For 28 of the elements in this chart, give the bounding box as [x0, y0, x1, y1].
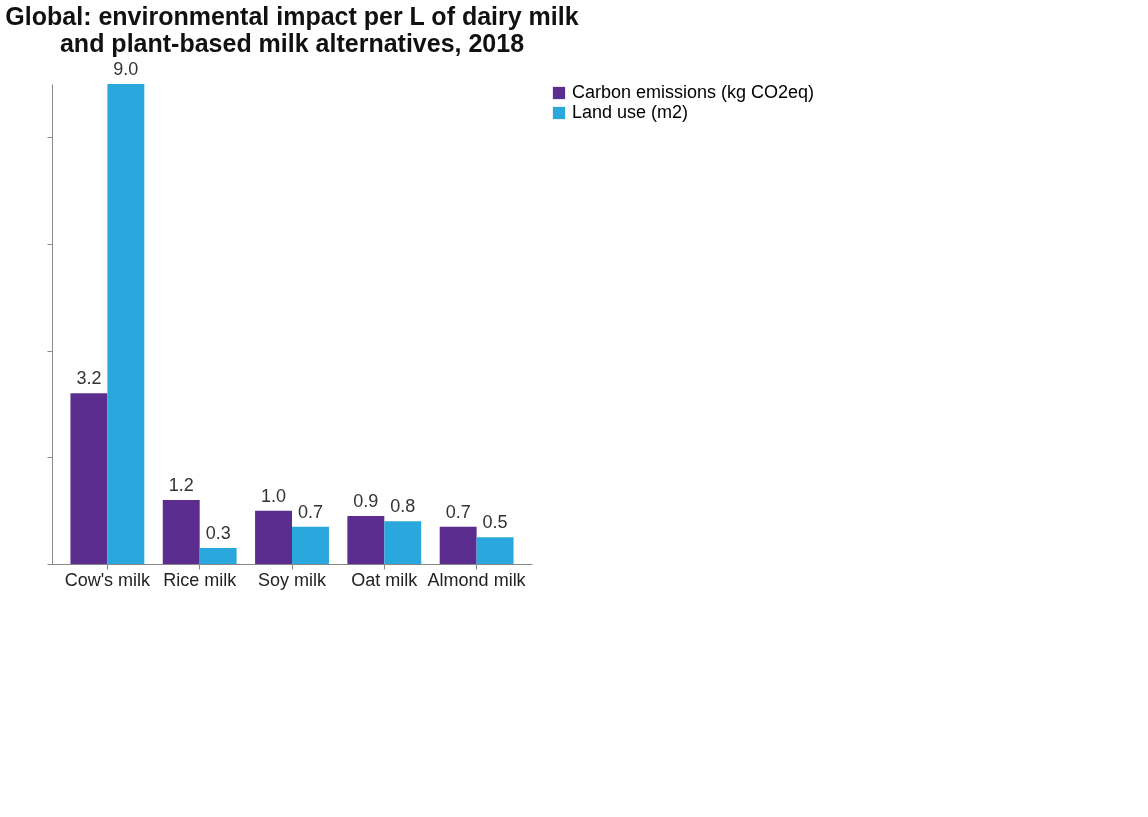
- data-label: 0.3: [205, 523, 231, 543]
- data-label: 1.0: [261, 485, 287, 506]
- bar: [476, 537, 514, 564]
- legend-label: Carbon emissions (kg CO2eq): [572, 82, 815, 102]
- data-label: 0.7: [297, 501, 323, 522]
- bar: [70, 393, 108, 564]
- chart-title: Global: environmental impact per L of dairy milk and plant-based milk alternatives, 2018: [5, 2, 579, 57]
- x-tick-label: Oat milk: [351, 569, 419, 590]
- x-tick-label: Almond milk: [427, 569, 527, 590]
- bar: [199, 548, 237, 564]
- legend-label: Land use (m2): [572, 102, 689, 122]
- bar: [384, 521, 422, 564]
- bar: [162, 500, 200, 564]
- bar: [255, 510, 292, 564]
- data-label: 0.8: [390, 496, 416, 517]
- data-label: 9.0: [113, 59, 139, 79]
- x-tick-label: Rice milk: [163, 569, 238, 590]
- data-label: 1.2: [168, 475, 194, 495]
- data-label: 0.5: [482, 512, 508, 533]
- bar: [107, 84, 145, 564]
- x-tick-label: Soy milk: [257, 569, 327, 590]
- bar: [292, 526, 329, 564]
- data-label: 3.2: [76, 368, 102, 389]
- bar: [347, 516, 385, 564]
- x-tick-label: Cow's milk: [64, 569, 152, 590]
- bar: [439, 526, 477, 564]
- data-label: 0.9: [353, 491, 379, 511]
- data-label: 0.7: [445, 501, 471, 522]
